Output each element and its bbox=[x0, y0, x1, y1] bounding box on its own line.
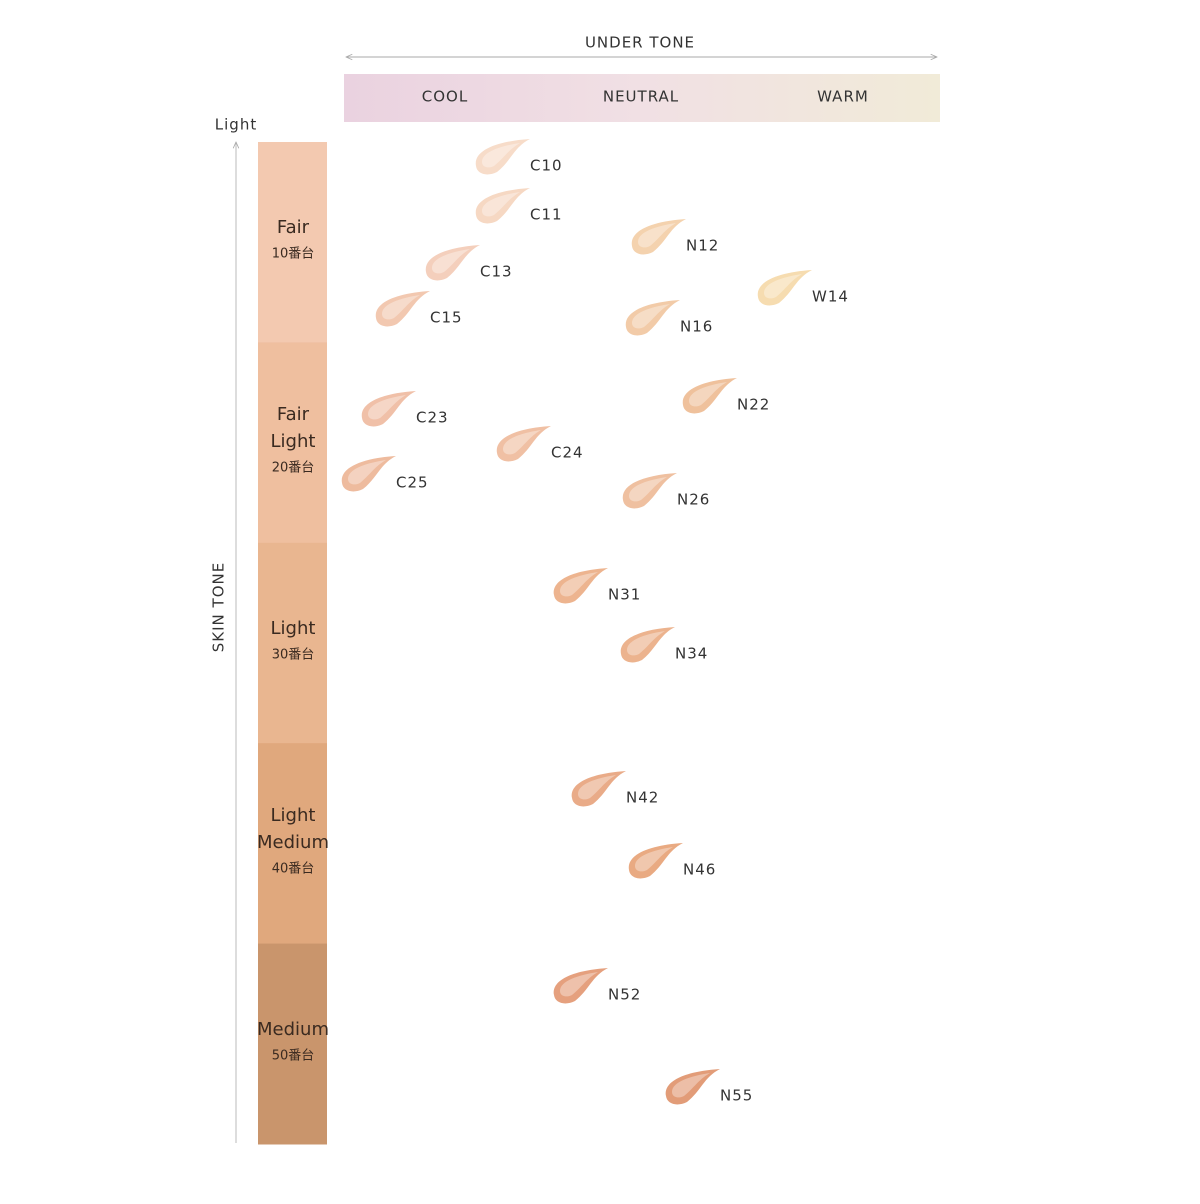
swatch-label: C11 bbox=[530, 206, 563, 224]
swatch-shape bbox=[628, 843, 683, 879]
row-band bbox=[258, 142, 327, 343]
axis-top-label: Light bbox=[215, 116, 257, 134]
row-name: Light bbox=[271, 618, 316, 639]
swatch-label: W14 bbox=[812, 288, 849, 306]
swatch-label: N16 bbox=[680, 318, 713, 336]
swatch-label: C13 bbox=[480, 263, 513, 281]
swatch-shape bbox=[757, 270, 812, 306]
swatch-label: C23 bbox=[416, 409, 449, 427]
swatch-highlight bbox=[503, 430, 541, 455]
swatch-highlight bbox=[382, 295, 420, 320]
swatch-highlight bbox=[635, 847, 673, 872]
column-label: COOL bbox=[422, 88, 468, 106]
swatch-shape bbox=[496, 426, 551, 462]
swatch-label: N52 bbox=[608, 986, 641, 1004]
swatch-shape bbox=[620, 627, 675, 663]
swatch-highlight bbox=[432, 249, 470, 274]
swatch-highlight bbox=[672, 1073, 710, 1098]
swatch-label: N31 bbox=[608, 586, 641, 604]
swatch-shape bbox=[425, 245, 480, 281]
swatch-highlight bbox=[629, 477, 667, 502]
swatch bbox=[665, 1069, 720, 1105]
row-range: 40番台 bbox=[272, 861, 315, 876]
swatch-shape bbox=[625, 300, 680, 336]
swatch-shape bbox=[631, 219, 686, 255]
row-band bbox=[258, 743, 327, 945]
swatch bbox=[622, 473, 677, 509]
row-range: 10番台 bbox=[272, 247, 315, 262]
swatch bbox=[757, 270, 812, 306]
undertone-title: UNDER TONE bbox=[585, 34, 695, 52]
swatch bbox=[631, 219, 686, 255]
swatch-label: N26 bbox=[677, 491, 710, 509]
swatch-label: N22 bbox=[737, 396, 770, 414]
swatch-highlight bbox=[348, 460, 386, 485]
swatch-highlight bbox=[560, 572, 598, 597]
swatch-highlight bbox=[560, 972, 598, 997]
row-name: Medium bbox=[257, 1019, 329, 1040]
swatch-highlight bbox=[627, 631, 665, 656]
swatch-label: C15 bbox=[430, 309, 463, 327]
swatch bbox=[341, 456, 396, 492]
swatch-highlight bbox=[632, 304, 670, 329]
swatch-highlight bbox=[578, 775, 616, 800]
swatch-shape bbox=[475, 139, 530, 175]
swatch-shape bbox=[361, 391, 416, 427]
swatch-highlight bbox=[764, 274, 802, 299]
swatch-label: C10 bbox=[530, 157, 563, 175]
swatch bbox=[425, 245, 480, 281]
swatch-label: N55 bbox=[720, 1087, 753, 1105]
swatch-shape bbox=[375, 291, 430, 327]
column-label: NEUTRAL bbox=[603, 88, 679, 106]
swatch-label: N46 bbox=[683, 861, 716, 879]
swatch bbox=[496, 426, 551, 462]
swatch bbox=[361, 391, 416, 427]
swatch-label: C25 bbox=[396, 474, 429, 492]
swatch-shape bbox=[553, 968, 608, 1004]
swatch-highlight bbox=[638, 223, 676, 248]
swatch-highlight bbox=[689, 382, 727, 407]
swatch-label: N12 bbox=[686, 237, 719, 255]
skin-tone-title: SKIN TONE bbox=[210, 562, 228, 652]
swatch-label: N42 bbox=[626, 789, 659, 807]
swatch-shape bbox=[341, 456, 396, 492]
row-name: Fair bbox=[277, 217, 310, 238]
swatch bbox=[375, 291, 430, 327]
swatch-shape bbox=[553, 568, 608, 604]
row-name: Fair Light bbox=[271, 404, 316, 452]
swatch-highlight bbox=[482, 192, 520, 217]
swatch bbox=[475, 139, 530, 175]
undertone-bar bbox=[344, 74, 940, 122]
swatch-label: C24 bbox=[551, 444, 584, 462]
swatch-label: N34 bbox=[675, 645, 708, 663]
row-range: 30番台 bbox=[272, 648, 315, 663]
row-band bbox=[258, 342, 327, 544]
swatch-highlight bbox=[482, 143, 520, 168]
swatch bbox=[625, 300, 680, 336]
swatch-shape bbox=[475, 188, 530, 224]
swatch bbox=[571, 771, 626, 807]
swatch-highlight bbox=[368, 395, 406, 420]
row-band bbox=[258, 542, 327, 744]
swatch-shape bbox=[665, 1069, 720, 1105]
swatch bbox=[553, 968, 608, 1004]
swatch-shape bbox=[682, 378, 737, 414]
row-range: 20番台 bbox=[272, 461, 315, 476]
row-name: Light Medium bbox=[257, 805, 329, 853]
swatch bbox=[628, 843, 683, 879]
swatch bbox=[682, 378, 737, 414]
swatch bbox=[620, 627, 675, 663]
column-label: WARM bbox=[817, 88, 869, 106]
swatch-shape bbox=[622, 473, 677, 509]
row-range: 50番台 bbox=[272, 1048, 315, 1063]
row-band bbox=[258, 943, 327, 1145]
swatch bbox=[475, 188, 530, 224]
swatch bbox=[553, 568, 608, 604]
swatch-shape bbox=[571, 771, 626, 807]
